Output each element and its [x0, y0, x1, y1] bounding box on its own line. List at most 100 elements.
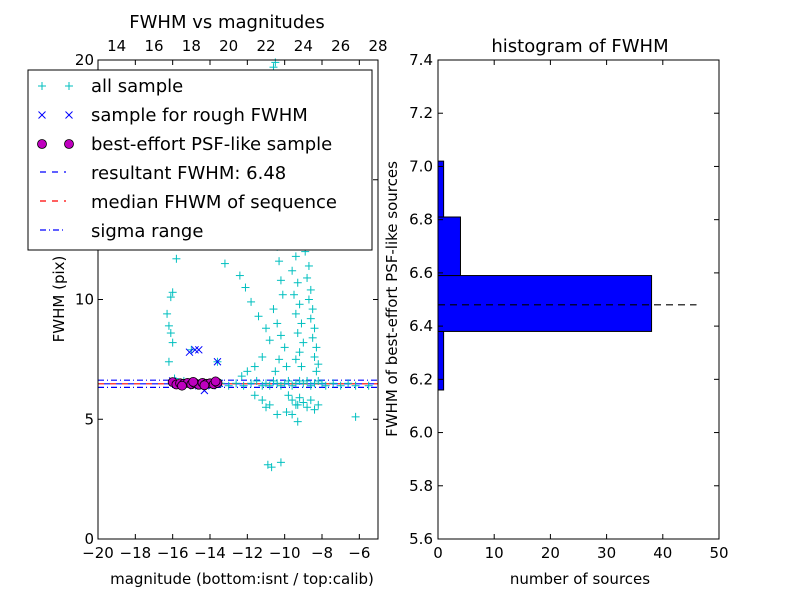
right-y-axis-label: FWHM of best-effort PSF-like sources [383, 161, 401, 437]
all-sample-point [220, 259, 229, 268]
all-sample-point [237, 372, 246, 381]
all-sample-point [235, 271, 244, 280]
right-y-tick-label: 6.2 [409, 370, 433, 388]
all-sample-point [168, 338, 177, 347]
legend-label-resultant-fwhm: resultant FWHM: 6.48 [91, 163, 286, 184]
all-sample-point [299, 338, 308, 347]
legend-circle-marker [64, 139, 74, 149]
all-sample-point [275, 355, 284, 364]
all-sample-point [280, 343, 289, 352]
right-y-tick-label: 7.4 [409, 51, 433, 69]
right-x-tick-label: 10 [485, 544, 504, 562]
left-top-x-tick-label: 16 [144, 37, 163, 55]
all-sample-point [306, 396, 315, 405]
right-ticks: 0 10 20 30 40 50 5.6 5.8 6.0 6.2 6.4 6.6 6.8 7.0 7.2 7.… [409, 51, 728, 562]
left-ticks: −20 −18 −16 −14 −12 −10 −8 −6 14 16 18 20 22 24 26 28 0 5… [75, 37, 388, 562]
all-sample-point [291, 252, 300, 261]
histogram-bar [437, 330, 445, 391]
all-sample-point [258, 352, 267, 361]
legend-x-marker [65, 111, 73, 119]
right-axes-frame [437, 59, 720, 540]
right-x-tick-label: 20 [541, 544, 560, 562]
left-top-x-tick-label: 22 [256, 37, 275, 55]
legend-plus-marker [65, 82, 73, 90]
left-x-tick-label: −8 [311, 544, 333, 562]
all-sample-point [329, 379, 338, 388]
all-sample-point [224, 381, 233, 390]
best-sample-point [199, 380, 210, 391]
legend-entry-sigma-range: sigma range [40, 221, 203, 242]
legend-entry-best-sample: best-effort PSF-like sample [37, 134, 332, 155]
left-top-x-tick-label: 18 [182, 37, 201, 55]
left-x-tick-label: −18 [120, 544, 152, 562]
left-y-tick-label: 5 [84, 410, 94, 428]
right-y-tick-label: 6.4 [409, 317, 433, 335]
right-x-tick-label: 50 [709, 544, 728, 562]
all-sample-point [303, 403, 312, 412]
rough-sample-point [185, 348, 194, 357]
all-sample-point [344, 379, 353, 388]
legend-label-median-fwhm: median FHWM of sequence [91, 192, 337, 213]
all-sample-point [303, 273, 312, 282]
legend: all sample sample for rough FWHM best-ef… [27, 69, 373, 251]
all-sample-point [364, 381, 373, 390]
all-sample-point [314, 360, 323, 369]
best-sample-point [210, 376, 221, 387]
all-sample-point [166, 293, 175, 302]
all-sample-point [241, 283, 250, 292]
right-y-tick-label: 7.0 [409, 157, 433, 175]
all-sample-point [295, 300, 304, 309]
all-sample-point [232, 379, 241, 388]
right-y-tick-label: 5.8 [409, 477, 433, 495]
right-y-tick-label: 6.8 [409, 211, 433, 229]
all-sample-point [254, 312, 263, 321]
all-sample-point [239, 381, 248, 390]
right-x-axis-label: number of sources [510, 570, 650, 588]
all-sample-point [284, 391, 293, 400]
legend-box [27, 69, 373, 251]
legend-entry-median-fwhm: median FHWM of sequence [40, 192, 337, 213]
left-y-tick-label: 0 [84, 530, 94, 548]
all-sample-point [314, 400, 323, 409]
all-sample-point [282, 408, 291, 417]
all-sample-point [269, 305, 278, 314]
legend-entry-rough-sample: sample for rough FWHM [38, 105, 308, 126]
right-x-tick-label: 30 [597, 544, 616, 562]
right-x-tick-label: 0 [433, 544, 443, 562]
legend-x-marker [38, 111, 46, 119]
right-y-tick-label: 6.6 [409, 264, 433, 282]
all-sample-point [310, 352, 319, 361]
all-sample-point [321, 381, 330, 390]
legend-marker-all-sample [38, 82, 73, 90]
all-sample-point [299, 398, 308, 407]
all-sample-point [243, 367, 252, 376]
all-sample-point [168, 288, 177, 297]
all-sample-point [295, 393, 304, 402]
all-sample-point [310, 324, 319, 333]
all-sample-point [284, 376, 293, 385]
all-sample-point [262, 324, 270, 333]
all-sample-point [351, 381, 360, 390]
left-x-tick-label: −12 [232, 544, 264, 562]
all-sample-point [297, 362, 306, 371]
legend-label-best-sample: best-effort PSF-like sample [91, 134, 332, 155]
all-sample-point [278, 290, 287, 299]
all-sample-point [310, 405, 319, 414]
all-sample-point [312, 367, 321, 376]
left-top-x-tick-label: 26 [331, 37, 350, 55]
best-sample-point [177, 380, 187, 391]
legend-plus-marker [38, 82, 46, 90]
rough-sample-point [191, 345, 199, 354]
right-y-tick-label: 6.0 [409, 424, 433, 442]
all-sample-point [276, 276, 285, 285]
legend-entry-resultant-fwhm: resultant FWHM: 6.48 [40, 163, 286, 184]
all-sample-point [304, 261, 313, 270]
all-sample-point [306, 285, 315, 294]
left-x-tick-label: −16 [157, 544, 189, 562]
all-sample-point [290, 290, 298, 299]
all-sample-point [273, 319, 282, 328]
right-y-tick-label: 5.6 [409, 530, 433, 548]
all-sample-point [276, 331, 285, 340]
right-plot-area [437, 160, 697, 391]
